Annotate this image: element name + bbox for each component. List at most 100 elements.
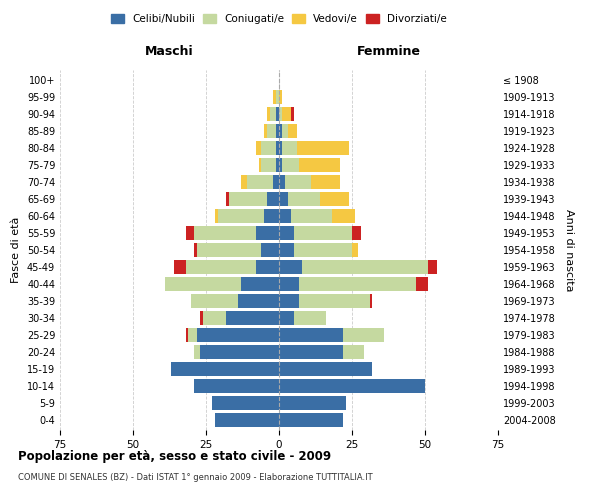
Bar [259,158,262,172]
Bar [218,209,265,224]
Text: COMUNE DI SENALES (BZ) - Dati ISTAT 1° gennaio 2009 - Elaborazione TUTTITALIA.IT: COMUNE DI SENALES (BZ) - Dati ISTAT 1° g… [18,472,373,482]
Bar [265,124,268,138]
Bar [279,310,293,325]
Bar [279,175,285,190]
Bar [282,158,299,172]
Bar [273,90,276,104]
Bar [270,107,276,122]
Bar [288,192,320,206]
Bar [279,158,282,172]
Bar [188,328,197,342]
Bar [282,124,288,138]
Y-axis label: Fasce di età: Fasce di età [11,217,21,283]
Y-axis label: Anni di nascita: Anni di nascita [564,209,574,291]
Bar [197,328,279,342]
Bar [226,310,279,325]
Bar [256,226,279,240]
Bar [174,260,185,274]
Bar [352,243,358,257]
Bar [302,260,428,274]
Bar [276,141,279,156]
Bar [279,276,299,291]
Bar [293,310,326,325]
Bar [293,243,352,257]
Bar [282,107,290,122]
Text: Femmine: Femmine [356,45,421,58]
Bar [238,294,279,308]
Bar [279,260,302,274]
Bar [370,294,373,308]
Bar [279,328,343,342]
Legend: Celibi/Nubili, Coniugati/e, Vedovi/e, Divorziati/e: Celibi/Nubili, Coniugati/e, Vedovi/e, Di… [108,10,450,27]
Bar [293,226,352,240]
Bar [262,243,279,257]
Bar [311,175,340,190]
Bar [256,260,279,274]
Bar [256,141,262,156]
Bar [279,378,425,393]
Bar [279,362,373,376]
Bar [247,175,273,190]
Bar [268,107,270,122]
Bar [226,192,229,206]
Bar [203,310,226,325]
Bar [279,344,343,359]
Bar [197,243,262,257]
Bar [191,294,238,308]
Bar [282,141,296,156]
Bar [279,412,343,427]
Bar [428,260,437,274]
Bar [279,243,293,257]
Bar [320,192,349,206]
Bar [279,294,299,308]
Text: Maschi: Maschi [145,45,194,58]
Bar [279,396,346,410]
Bar [268,124,276,138]
Bar [194,344,200,359]
Bar [276,107,279,122]
Bar [352,226,361,240]
Bar [276,90,279,104]
Bar [279,192,288,206]
Bar [279,141,282,156]
Bar [229,192,268,206]
Bar [279,209,290,224]
Bar [332,209,355,224]
Bar [171,362,279,376]
Bar [262,158,276,172]
Bar [288,124,296,138]
Bar [273,175,279,190]
Bar [276,124,279,138]
Text: Popolazione per età, sesso e stato civile - 2009: Popolazione per età, sesso e stato civil… [18,450,331,463]
Bar [279,226,293,240]
Bar [194,378,279,393]
Bar [185,328,188,342]
Bar [279,107,282,122]
Bar [290,107,293,122]
Bar [200,344,279,359]
Bar [343,328,384,342]
Bar [290,209,332,224]
Bar [241,276,279,291]
Bar [185,260,256,274]
Bar [265,209,279,224]
Bar [299,294,370,308]
Bar [212,396,279,410]
Bar [194,243,197,257]
Bar [215,209,218,224]
Bar [268,192,279,206]
Bar [343,344,364,359]
Bar [416,276,428,291]
Bar [285,175,311,190]
Bar [241,175,247,190]
Bar [296,141,349,156]
Bar [279,90,282,104]
Bar [200,310,203,325]
Bar [215,412,279,427]
Bar [194,226,256,240]
Bar [262,141,276,156]
Bar [185,226,194,240]
Bar [299,158,340,172]
Bar [165,276,241,291]
Bar [276,158,279,172]
